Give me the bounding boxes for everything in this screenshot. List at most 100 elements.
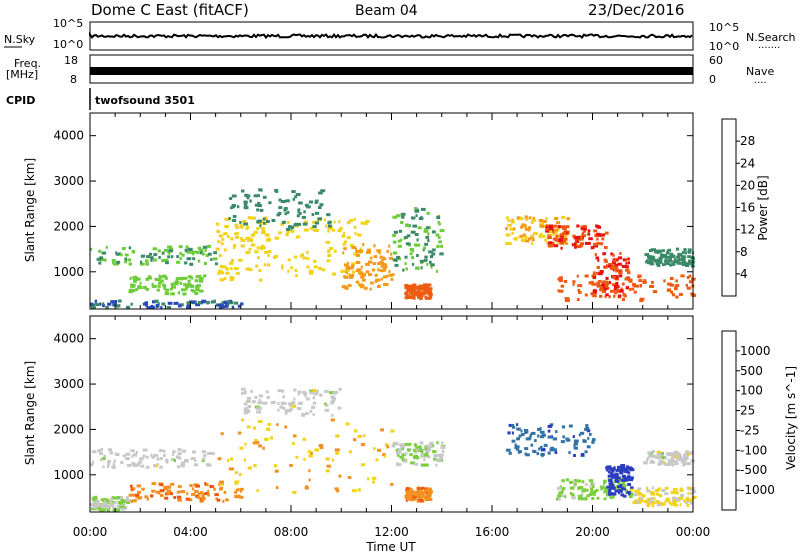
heatmap-cell — [221, 303, 224, 307]
heatmap-cell — [585, 424, 589, 428]
heatmap-cell — [312, 389, 317, 393]
heatmap-cell — [184, 248, 190, 252]
heatmap-cell — [541, 234, 546, 238]
heatmap-cell — [298, 201, 303, 205]
heatmap-cell — [400, 238, 403, 242]
heatmap-cell — [646, 500, 652, 504]
heatmap-cell — [267, 250, 272, 253]
heatmap-cell — [309, 271, 314, 275]
heatmap-cell — [203, 262, 207, 265]
heatmap-cell — [534, 232, 538, 235]
heatmap-cell — [656, 501, 661, 505]
heatmap-cell — [98, 302, 102, 306]
heatmap-cell — [426, 445, 432, 449]
heatmap-cell — [388, 256, 393, 260]
heatmap-cell — [259, 188, 263, 192]
heatmap-cell — [280, 401, 286, 405]
heatmap-cell — [613, 259, 617, 263]
heatmap-cell — [649, 497, 655, 501]
heatmap-cell — [126, 463, 132, 467]
heatmap-cell — [248, 268, 253, 272]
heatmap-cell — [159, 457, 163, 460]
heatmap-cell — [105, 305, 109, 309]
heatmap-cell — [360, 443, 366, 447]
heatmap-cell — [92, 503, 96, 507]
heatmap-cell — [194, 279, 199, 283]
heatmap-cell — [353, 252, 359, 256]
heatmap-cell — [161, 279, 164, 283]
heatmap-cell — [370, 281, 374, 285]
heatmap-cell — [653, 258, 658, 262]
heatmap-cell — [142, 448, 148, 452]
heatmap-cell — [523, 236, 528, 239]
heatmap-cell — [664, 492, 669, 496]
heatmap-cell — [656, 492, 660, 496]
heatmap-cell — [258, 394, 264, 398]
heatmap-cell — [224, 301, 229, 305]
heatmap-cell — [677, 252, 682, 256]
heatmap-cell — [510, 424, 515, 427]
heatmap-cell — [403, 459, 408, 463]
heatmap-cell — [297, 390, 301, 394]
heatmap-cell — [218, 306, 223, 309]
heatmap-cell — [559, 276, 563, 280]
heatmap-cell — [189, 284, 194, 288]
heatmap-cell — [600, 286, 604, 290]
heatmap-cell — [248, 247, 252, 251]
heatmap-cell — [392, 234, 396, 237]
heatmap-cell — [117, 501, 120, 504]
heatmap-cell — [412, 296, 416, 300]
heatmap-cell — [410, 461, 414, 465]
heatmap-cell — [404, 452, 408, 456]
heatmap-cell — [561, 239, 566, 243]
heatmap-cell — [587, 229, 591, 233]
heatmap-cell — [306, 251, 309, 255]
heatmap-cell — [534, 439, 537, 443]
heatmap-cell — [539, 430, 545, 434]
heatmap-cell — [325, 457, 330, 461]
heatmap-cell — [188, 498, 193, 502]
heatmap-cell — [424, 227, 427, 231]
heatmap-cell — [526, 430, 529, 434]
velocity-cells — [90, 387, 697, 513]
heatmap-cell — [579, 242, 585, 246]
heatmap-cell — [626, 470, 630, 474]
heatmap-cell — [333, 220, 336, 224]
heatmap-cell — [246, 409, 250, 413]
heatmap-cell — [407, 289, 411, 292]
heatmap-cell — [270, 436, 273, 440]
heatmap-cell — [666, 255, 672, 259]
heatmap-cell — [665, 251, 670, 255]
y-tick-label: 1000 — [53, 468, 84, 482]
heatmap-cell — [407, 497, 411, 501]
heatmap-cell — [576, 274, 579, 278]
y-tick-label: 3000 — [53, 377, 84, 391]
heatmap-cell — [585, 241, 589, 245]
heatmap-cell — [670, 502, 674, 506]
heatmap-cell — [552, 229, 555, 233]
heatmap-cell — [419, 493, 422, 497]
heatmap-cell — [199, 491, 203, 495]
heatmap-cell — [250, 389, 254, 393]
heatmap-cell — [537, 434, 540, 438]
heatmap-cell — [189, 262, 194, 266]
heatmap-cell — [632, 287, 635, 291]
heatmap-cell — [131, 250, 136, 253]
heatmap-cell — [590, 488, 594, 492]
heatmap-cell — [102, 304, 105, 307]
colorbar-tick-label: 28 — [740, 134, 755, 148]
heatmap-cell — [627, 466, 631, 470]
heatmap-cell — [621, 467, 626, 470]
heatmap-cell — [417, 449, 421, 452]
colorbar-frame — [721, 330, 737, 511]
heatmap-cell — [680, 496, 684, 500]
heatmap-cell — [414, 293, 420, 297]
heatmap-cell — [161, 259, 165, 262]
heatmap-cell — [153, 453, 159, 457]
heatmap-cell — [277, 408, 280, 412]
heatmap-cell — [602, 286, 606, 289]
heatmap-cell — [382, 263, 387, 267]
heatmap-cell — [230, 206, 233, 210]
heatmap-cell — [104, 258, 107, 262]
